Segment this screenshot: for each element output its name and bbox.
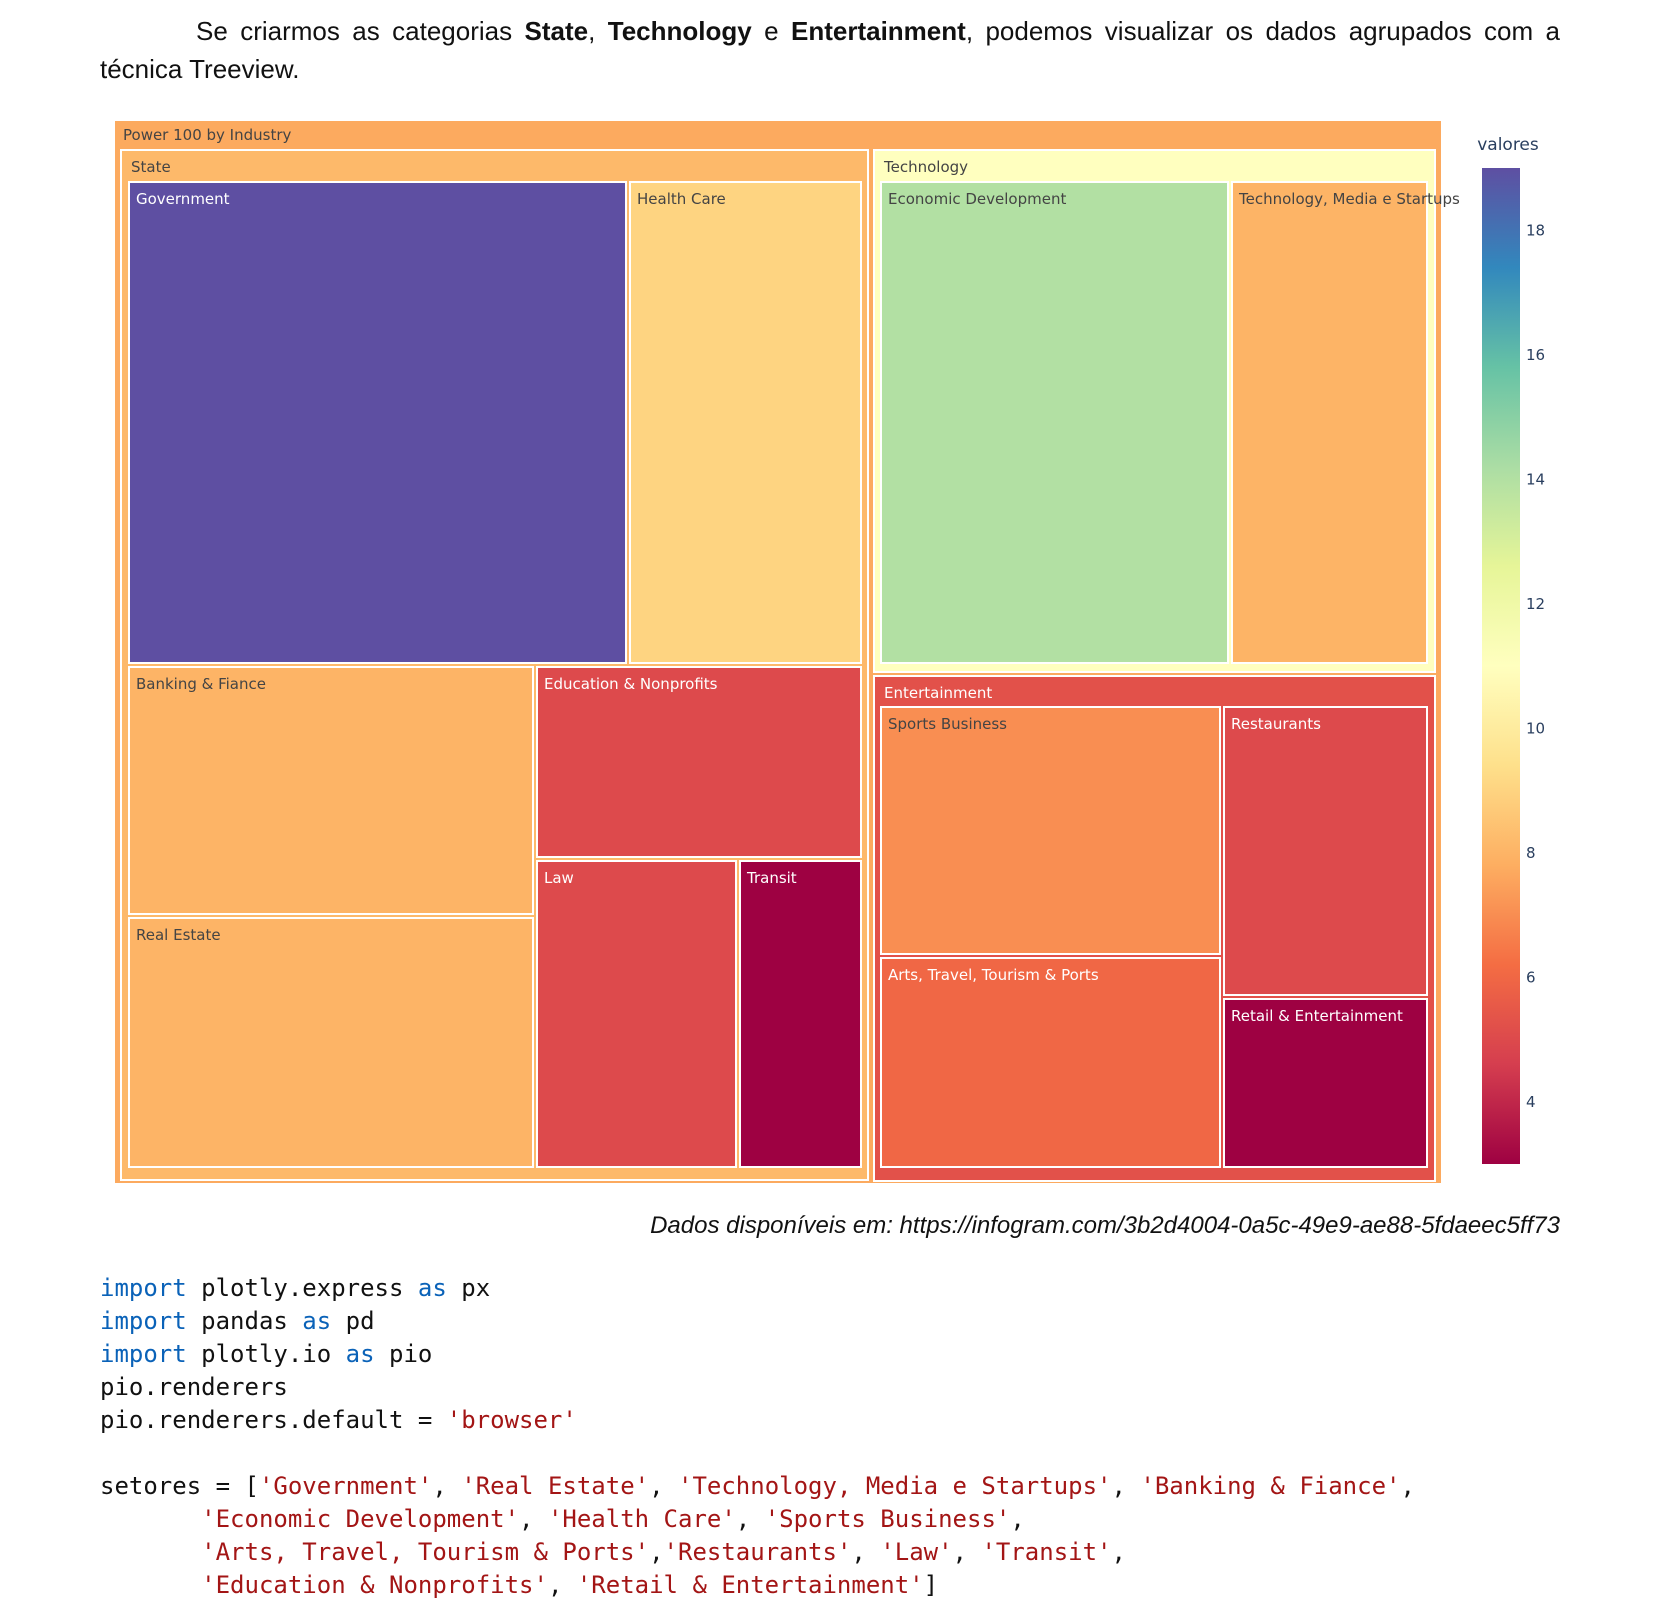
treemap-tile: [880, 706, 1221, 955]
intro-bold-state: State: [524, 16, 589, 46]
code-text: pio.renderers: [100, 1373, 288, 1401]
treemap-tile-label: Education & Nonprofits: [544, 675, 718, 693]
code-text: setores = [: [100, 1472, 259, 1500]
treemap-tile: [739, 860, 862, 1168]
code-string: 'Economic Development': [201, 1505, 520, 1533]
treemap-root-label: Power 100 by Industry: [123, 126, 292, 144]
intro-bold-entertainment: Entertainment: [791, 16, 966, 46]
colorbar-tick-label: 14: [1526, 470, 1545, 488]
code-text: plotly.io: [186, 1340, 346, 1368]
code-sep: ,: [649, 1472, 678, 1500]
treemap-tile-label: Economic Development: [888, 190, 1066, 208]
code-text: pio: [374, 1340, 433, 1368]
colorbar-tick-label: 6: [1526, 968, 1536, 986]
code-string: 'Restaurants': [663, 1538, 852, 1566]
code-keyword: as: [302, 1307, 332, 1335]
treemap-tile-label: Restaurants: [1231, 715, 1321, 733]
code-keyword: as: [417, 1274, 447, 1302]
treemap-tile: [880, 181, 1229, 664]
code-string: 'Government': [258, 1472, 433, 1500]
treemap-tile: [1231, 181, 1428, 664]
code-keyword: import: [100, 1307, 187, 1335]
code-close: ]: [923, 1571, 939, 1599]
code-sep: ,: [1400, 1472, 1415, 1500]
code-string: 'Transit': [981, 1538, 1112, 1566]
code-text: pio.renderers.default =: [100, 1406, 447, 1434]
code-sep: ,: [952, 1538, 982, 1566]
code-sep: ,: [547, 1571, 577, 1599]
code-sep: ,: [735, 1505, 765, 1533]
code-string: 'Retail & Entertainment': [576, 1571, 924, 1599]
code-text: plotly.express: [186, 1274, 418, 1302]
code-string: 'Sports Business': [764, 1505, 1011, 1533]
intro-text-e: e: [751, 16, 791, 46]
treemap-tile-label: Transit: [746, 869, 797, 887]
colorbar: [1482, 168, 1520, 1164]
code-text: px: [446, 1274, 491, 1302]
treemap-tile: [880, 957, 1221, 1168]
code-sep: ,: [649, 1538, 664, 1566]
treemap-tile: [629, 181, 862, 664]
code-string: 'browser': [446, 1406, 577, 1434]
code-keyword: import: [100, 1340, 187, 1368]
colorbar-tick-label: 8: [1526, 844, 1536, 862]
code-sep: ,: [1010, 1505, 1025, 1533]
treemap-tile: [1223, 998, 1428, 1168]
intro-text: Se criarmos as categorias: [196, 16, 525, 46]
treemap-chart: Power 100 by Industry State Technology Ente…: [113, 119, 1545, 1185]
code-string: 'Education & Nonprofits': [201, 1571, 548, 1599]
intro-comma: ,: [588, 16, 608, 46]
treemap-tile: [128, 181, 627, 664]
intro-bold-technology: Technology: [607, 16, 752, 46]
treemap-tile-label: Sports Business: [888, 715, 1007, 733]
treemap-tile-label: Retail & Entertainment: [1231, 1007, 1403, 1025]
code-string: 'Banking & Fiance': [1140, 1472, 1401, 1500]
colorbar-tick-label: 10: [1526, 719, 1545, 737]
treemap-tile: [536, 666, 862, 858]
colorbar-tick-label: 4: [1526, 1093, 1536, 1111]
treemap-tile-label: Real Estate: [136, 926, 221, 944]
colorbar-tick-label: 12: [1526, 595, 1545, 613]
code-sep: ,: [519, 1505, 548, 1533]
intro-paragraph: Se criarmos as categorias State, Technol…: [100, 12, 1560, 88]
treemap-tile-label: Government: [136, 190, 230, 208]
code-keyword: as: [345, 1340, 375, 1368]
treemap-group-label: State: [131, 158, 171, 176]
code-string: 'Law': [880, 1538, 953, 1566]
treemap-tile: [128, 917, 534, 1168]
code-string: 'Real Estate': [461, 1472, 650, 1500]
code-text: pd: [331, 1307, 375, 1335]
code-sep: ,: [432, 1472, 462, 1500]
code-text: pandas: [186, 1307, 303, 1335]
treemap-tile-label: Arts, Travel, Tourism & Ports: [888, 966, 1099, 984]
code-string: 'Technology, Media e Startups': [678, 1472, 1112, 1500]
treemap-tile-label: Banking & Fiance: [136, 675, 266, 693]
treemap-tile-label: Health Care: [637, 190, 726, 208]
intro-text-end: , podemos visualizar os dados agrupados …: [100, 16, 1560, 84]
treemap-tile: [128, 666, 534, 915]
treemap-tile: [1223, 706, 1428, 996]
code-sep: ,: [1111, 1538, 1126, 1566]
treemap-tile-label: Technology, Media e Startups: [1238, 190, 1460, 208]
colorbar-title: valores: [1477, 135, 1539, 155]
code-string: 'Arts, Travel, Tourism & Ports': [201, 1538, 650, 1566]
treemap-tile-label: Law: [544, 869, 574, 887]
code-keyword: import: [100, 1274, 187, 1302]
code-sep: ,: [1111, 1472, 1141, 1500]
treemap-tile: [536, 860, 737, 1168]
colorbar-tick-label: 16: [1526, 346, 1545, 364]
code-sep: ,: [851, 1538, 881, 1566]
colorbar-tick-label: 18: [1526, 221, 1545, 239]
code-block: import plotly.express as px import panda…: [100, 1272, 1415, 1602]
code-string: 'Health Care': [547, 1505, 736, 1533]
data-source-caption: Dados disponíveis em: https://infogram.c…: [650, 1212, 1560, 1239]
treemap-group-label: Entertainment: [884, 684, 992, 702]
treemap-group-label: Technology: [883, 158, 968, 176]
